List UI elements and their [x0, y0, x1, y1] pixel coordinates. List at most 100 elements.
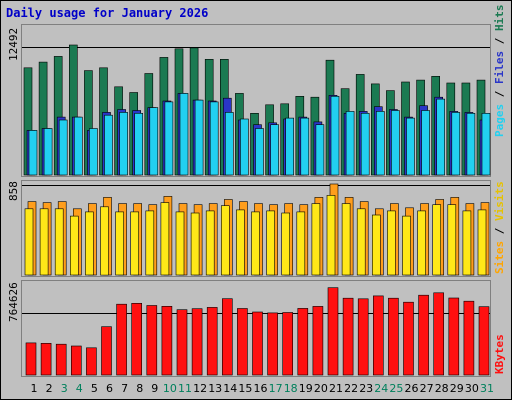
visits-bars	[24, 183, 490, 276]
kbytes-bar	[71, 345, 82, 376]
day-label: 18	[284, 382, 298, 395]
sites-bar	[462, 210, 472, 276]
kbytes-bar	[357, 298, 369, 376]
day-label: 30	[465, 382, 479, 395]
day-label: 28	[435, 382, 449, 395]
sites-bar	[251, 211, 260, 276]
day-label: 6	[106, 382, 113, 395]
sites-bar	[447, 204, 457, 276]
pages-bar	[255, 128, 264, 176]
sites-visits-separator: /	[493, 221, 506, 241]
day-label: 17	[269, 382, 283, 395]
kbytes-bar	[131, 302, 142, 376]
kbytes-bar	[297, 308, 309, 376]
pages-label: Pages	[493, 104, 506, 137]
kbytes-bar	[342, 297, 354, 376]
sites-bar	[175, 211, 185, 276]
kbytes-bar	[146, 305, 158, 376]
requests-axis-label: Pages / Files / Hits	[493, 5, 506, 138]
pages-bar	[330, 96, 340, 176]
kbytes-bar	[448, 297, 460, 376]
pages-bar	[360, 113, 370, 176]
sites-bar	[326, 195, 336, 276]
pages-bar	[149, 107, 159, 176]
pages-bar	[194, 99, 204, 176]
sites-bar	[432, 204, 442, 276]
pages-bar	[270, 124, 279, 176]
kbytes-bar	[403, 301, 414, 376]
pages-bar	[300, 117, 310, 176]
day-label: 12	[193, 382, 207, 395]
day-label: 8	[136, 382, 143, 395]
day-label: 24	[374, 382, 388, 395]
sites-bar	[54, 208, 64, 276]
sites-bar	[281, 212, 291, 276]
sites-bar	[190, 212, 200, 276]
day-label: 9	[151, 382, 158, 395]
kbytes-bar	[222, 298, 233, 376]
kbytes-panel: 764626 KBytes	[7, 280, 506, 377]
day-label: 14	[223, 382, 237, 395]
kbytes-bar	[463, 300, 475, 376]
sites-bar	[417, 210, 426, 276]
kbytes-bar	[372, 295, 384, 376]
pages-bar	[240, 118, 249, 176]
pages-bar	[43, 128, 53, 176]
pages-bar	[209, 101, 219, 176]
files-label: Files	[493, 51, 506, 84]
kbytes-bar	[478, 306, 490, 376]
day-label: 22	[344, 382, 358, 395]
day-label: 11	[178, 382, 192, 395]
day-label: 19	[299, 382, 313, 395]
sites-bar	[70, 215, 79, 276]
day-label: 27	[420, 382, 434, 395]
day-label: 7	[121, 382, 128, 395]
pages-files-separator: /	[493, 84, 506, 104]
day-label: 16	[254, 382, 268, 395]
sites-bar	[205, 210, 215, 276]
sites-label: Sites	[493, 241, 506, 274]
pages-bar	[28, 130, 38, 176]
visits-tick-label: 858	[7, 181, 20, 201]
sites-bar	[371, 214, 381, 276]
pages-bar	[375, 111, 385, 176]
pages-bar	[451, 112, 461, 176]
day-labels: 1 2 3 4 5 6 7 8 9 10 11 12 13 14 15 16 17 18 19 20 21 22 23 24 2…	[31, 382, 495, 395]
hits-label: Hits	[493, 5, 506, 32]
sites-bar	[130, 211, 139, 276]
sites-bar	[145, 210, 155, 276]
requests-tick-label: 12492	[7, 28, 20, 61]
kbytes-bar	[191, 308, 203, 376]
visits-axis-label: Sites / Visits	[493, 181, 506, 274]
kbytes-axis-label: KBytes	[493, 334, 506, 374]
pages-bar	[481, 113, 491, 176]
kbytes-bar	[55, 343, 67, 376]
kbytes-bar	[282, 312, 294, 376]
chart-title: Daily usage for January 2026	[6, 6, 208, 20]
day-label: 29	[450, 382, 464, 395]
sites-bar	[39, 208, 49, 276]
day-label: 20	[314, 382, 328, 395]
kbytes-bars	[25, 287, 490, 376]
visits-label: Visits	[493, 181, 506, 221]
day-label: 5	[91, 382, 98, 395]
kbytes-label: KBytes	[493, 334, 506, 374]
kbytes-bar	[40, 342, 52, 376]
pages-bar	[89, 128, 98, 176]
sites-bar	[266, 210, 275, 276]
kbytes-tick-label: 764626	[7, 282, 20, 322]
pages-bar	[179, 93, 189, 176]
sites-bar	[236, 209, 245, 276]
sites-bar	[221, 205, 230, 276]
pages-bar	[74, 116, 83, 176]
pages-bar	[345, 111, 355, 176]
kbytes-bar	[176, 309, 188, 376]
files-hits-separator: /	[493, 31, 506, 51]
pages-bar	[225, 112, 234, 176]
requests-bars	[23, 44, 491, 176]
sites-bar	[24, 208, 34, 276]
sites-bar	[341, 203, 351, 276]
pages-bar	[315, 124, 325, 176]
day-label: 1	[31, 382, 38, 395]
